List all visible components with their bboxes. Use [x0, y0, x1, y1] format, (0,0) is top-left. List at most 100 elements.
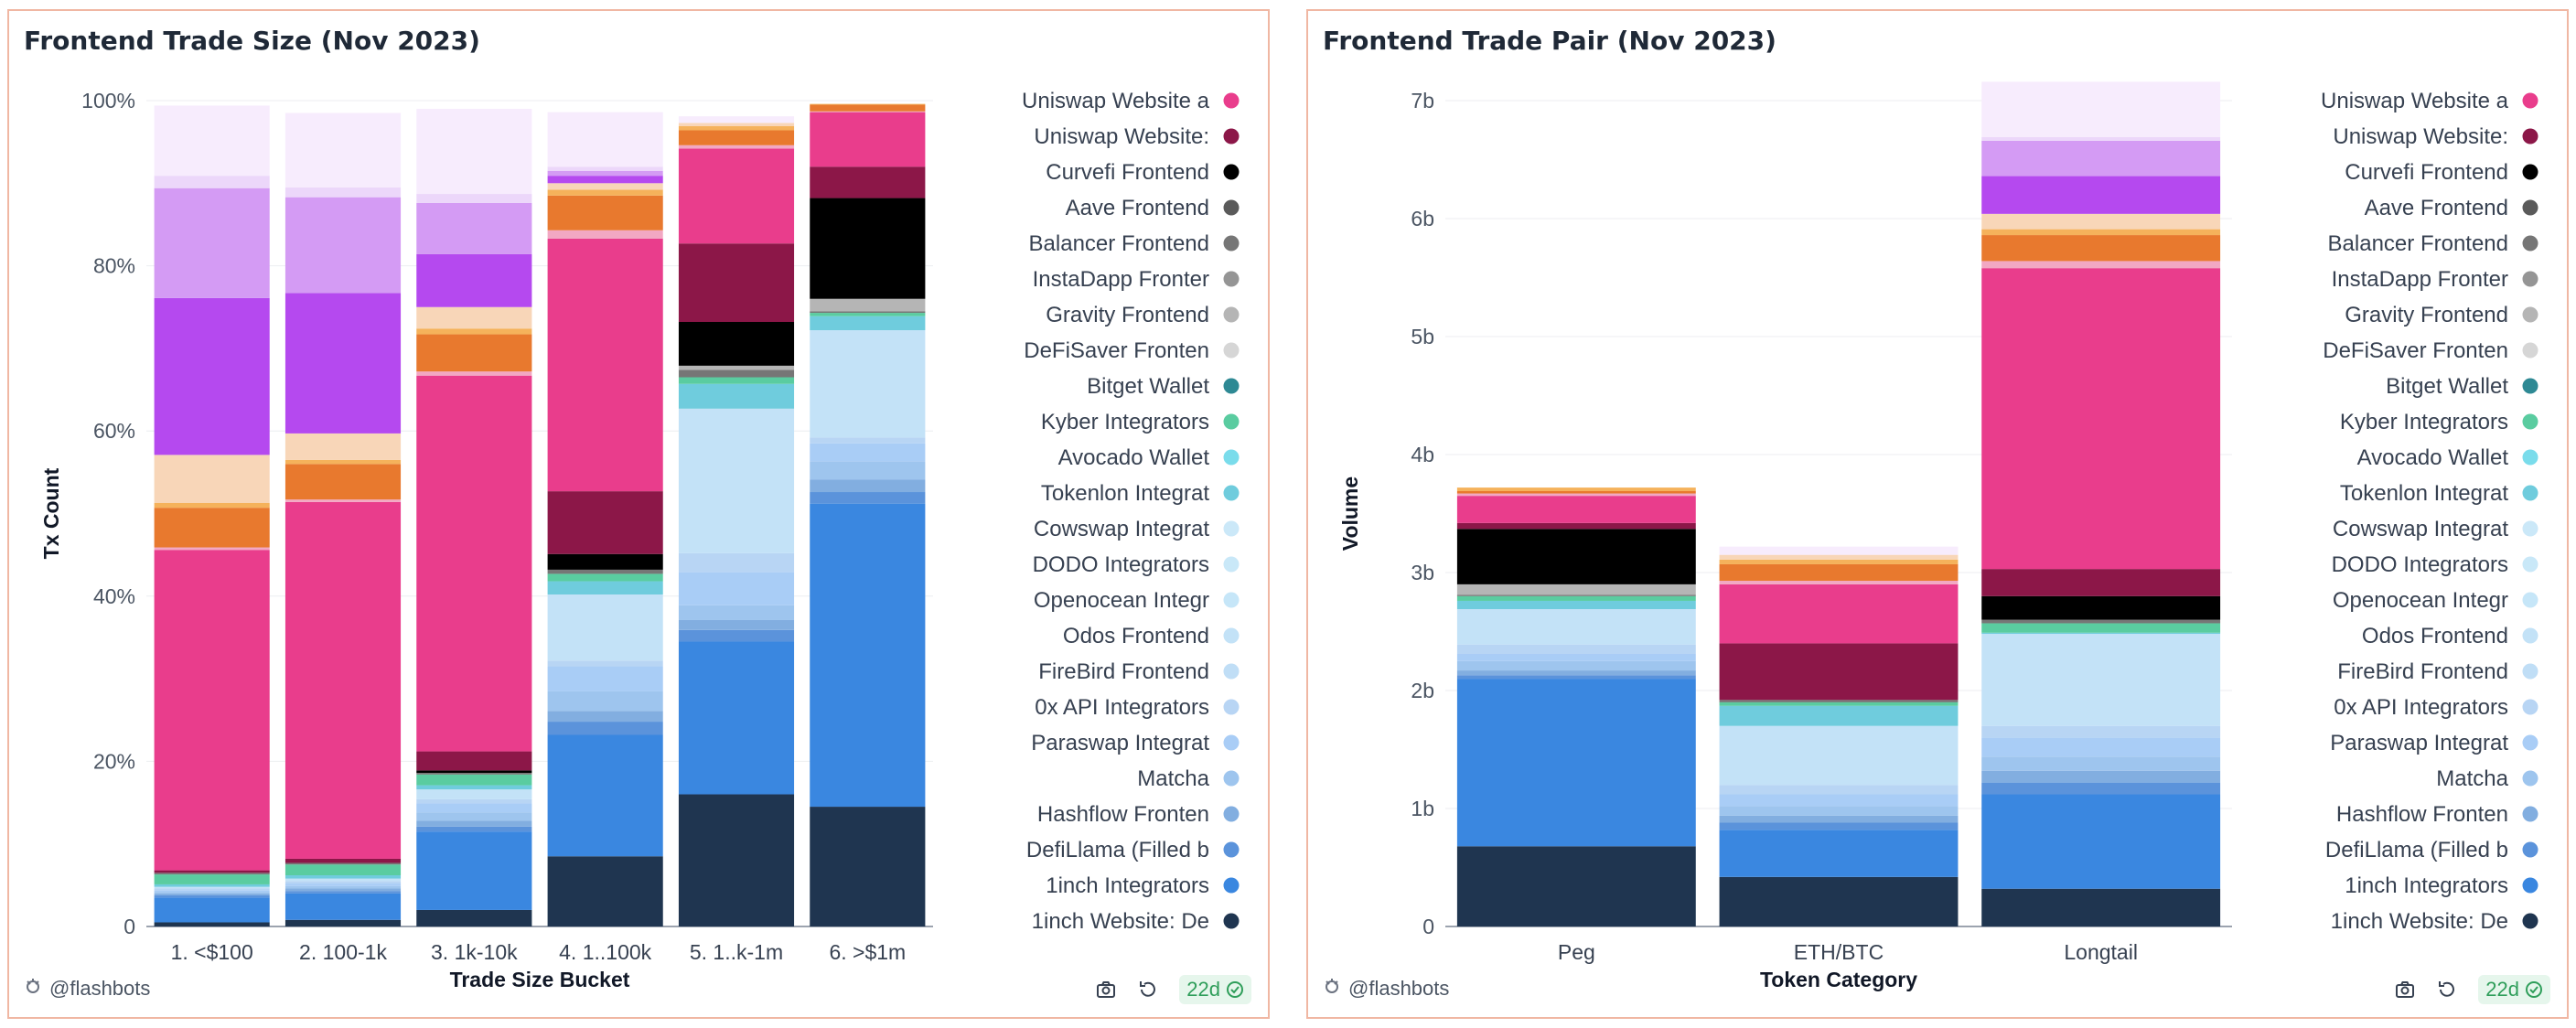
legend-label: Uniswap Website: [1034, 124, 1209, 149]
bar-segment [1719, 822, 1959, 830]
bar-segment [154, 886, 270, 889]
bar-segment [1981, 261, 2221, 269]
legend-dot [2522, 271, 2538, 287]
legend-label: DefiLlama (Filled b [2325, 838, 2508, 862]
bar-segment [416, 831, 532, 910]
bar-segment [1981, 623, 2221, 633]
legend-dot [2522, 699, 2538, 715]
bar-segment [284, 499, 402, 502]
legend-dot [2522, 164, 2538, 180]
bar-segment [678, 377, 795, 384]
bar-segment [416, 306, 532, 329]
camera-icon[interactable] [2394, 979, 2416, 1001]
legend-label: 1inch Website: De [2331, 909, 2508, 934]
bar-segment [678, 145, 795, 149]
bar-segment [154, 890, 270, 893]
bar-segment [678, 243, 795, 323]
legend-label: 0x API Integrators [1035, 695, 1209, 720]
bar-segment [678, 794, 795, 926]
y-tick-label: 80% [93, 254, 135, 278]
legend-dot [1223, 627, 1240, 644]
bar-segment [810, 103, 926, 105]
bar-segment [1456, 594, 1696, 596]
bar-segment [678, 552, 795, 573]
bar-segment [284, 433, 402, 460]
refresh-icon[interactable] [1137, 979, 1159, 1001]
bar-segment [284, 888, 402, 892]
bar-segment [284, 893, 402, 920]
legend-label: Aave Frontend [2365, 196, 2508, 220]
bar-segment [547, 112, 663, 167]
bar-segment [154, 176, 270, 188]
bar-segment [154, 870, 270, 873]
legend-label: Balancer Frontend [2328, 231, 2508, 256]
x-tick-label: 1. <$100 [171, 940, 253, 964]
x-tick-label: ETH/BTC [1794, 940, 1884, 964]
legend-label: Bitget Wallet [2386, 374, 2508, 399]
legend-label: Uniswap Website a [1022, 89, 1210, 113]
bar-segment [547, 856, 663, 926]
bar-segment [678, 629, 795, 642]
legend-dot [2522, 841, 2538, 858]
bar-segment [1981, 756, 2221, 771]
refresh-icon[interactable] [2436, 979, 2458, 1001]
legend-dot [2522, 806, 2538, 822]
bar-segment [1981, 213, 2221, 230]
bar-segment [678, 125, 795, 131]
camera-icon[interactable] [1095, 979, 1117, 1001]
bar-segment [678, 369, 795, 378]
bar-segment [1456, 595, 1696, 601]
bar-segment [810, 198, 926, 299]
bar-segment [1719, 830, 1959, 877]
bar-segment [154, 508, 270, 548]
legend-dot [1223, 699, 1240, 715]
legend-dot [1223, 413, 1240, 430]
y-tick-label: 3b [1411, 561, 1434, 584]
bar-segment [1719, 546, 1959, 555]
bar-segment [1456, 496, 1696, 523]
bar-segment [547, 722, 663, 735]
y-tick-label: 60% [93, 419, 135, 443]
bar-segment [1719, 705, 1959, 726]
legend-label: DODO Integrators [2332, 552, 2508, 577]
bar-segment [154, 455, 270, 503]
bar-segment [284, 862, 402, 865]
chart-title: Frontend Trade Pair (Nov 2023) [1323, 26, 1776, 56]
bar-segment [1981, 140, 2221, 177]
bar-segment [810, 298, 926, 312]
flashbots-logo-icon [24, 977, 42, 1001]
legend-label: Curvefi Frontend [1046, 160, 1209, 185]
legend-dot [1223, 128, 1240, 145]
bar-segment [154, 874, 270, 884]
legend-dot [2522, 485, 2538, 501]
bar-segment [810, 503, 926, 808]
bar-segment [1456, 490, 1696, 494]
legend-label: 1inch Website: De [1032, 909, 1209, 934]
bar-segment [1719, 559, 1959, 564]
bar-segment [1456, 644, 1696, 655]
bar-segment [1719, 876, 1959, 926]
bar-segment [416, 109, 532, 195]
bar-segment [154, 873, 270, 875]
legend-dot [1223, 449, 1240, 466]
bar-segment [547, 238, 663, 492]
bar-segment [416, 253, 532, 307]
y-tick-label: 6b [1411, 207, 1434, 230]
legend-label: Gravity Frontend [2345, 303, 2508, 327]
legend-dot [2522, 520, 2538, 537]
bar-segment [1719, 554, 1959, 560]
bar-segment [1981, 888, 2221, 926]
bar-segment [678, 322, 795, 366]
bar-segment [547, 189, 663, 196]
bar-segment [284, 112, 402, 187]
bar-segment [678, 130, 795, 145]
legend-label: Bitget Wallet [1087, 374, 1209, 399]
legend-dot [2522, 556, 2538, 573]
x-tick-label: 2. 100-1k [299, 940, 387, 964]
bar-segment [154, 547, 270, 551]
legend-dot [2522, 913, 2538, 929]
legend-dot [1223, 485, 1240, 501]
trade-pair-chart: 0 1b 2b 3b 4b 5b 6b 7b Volume Peg ETH/BTC Longtail T… [1338, 81, 2538, 991]
bar-segment [1981, 569, 2221, 596]
bar-segment [1981, 619, 2221, 624]
